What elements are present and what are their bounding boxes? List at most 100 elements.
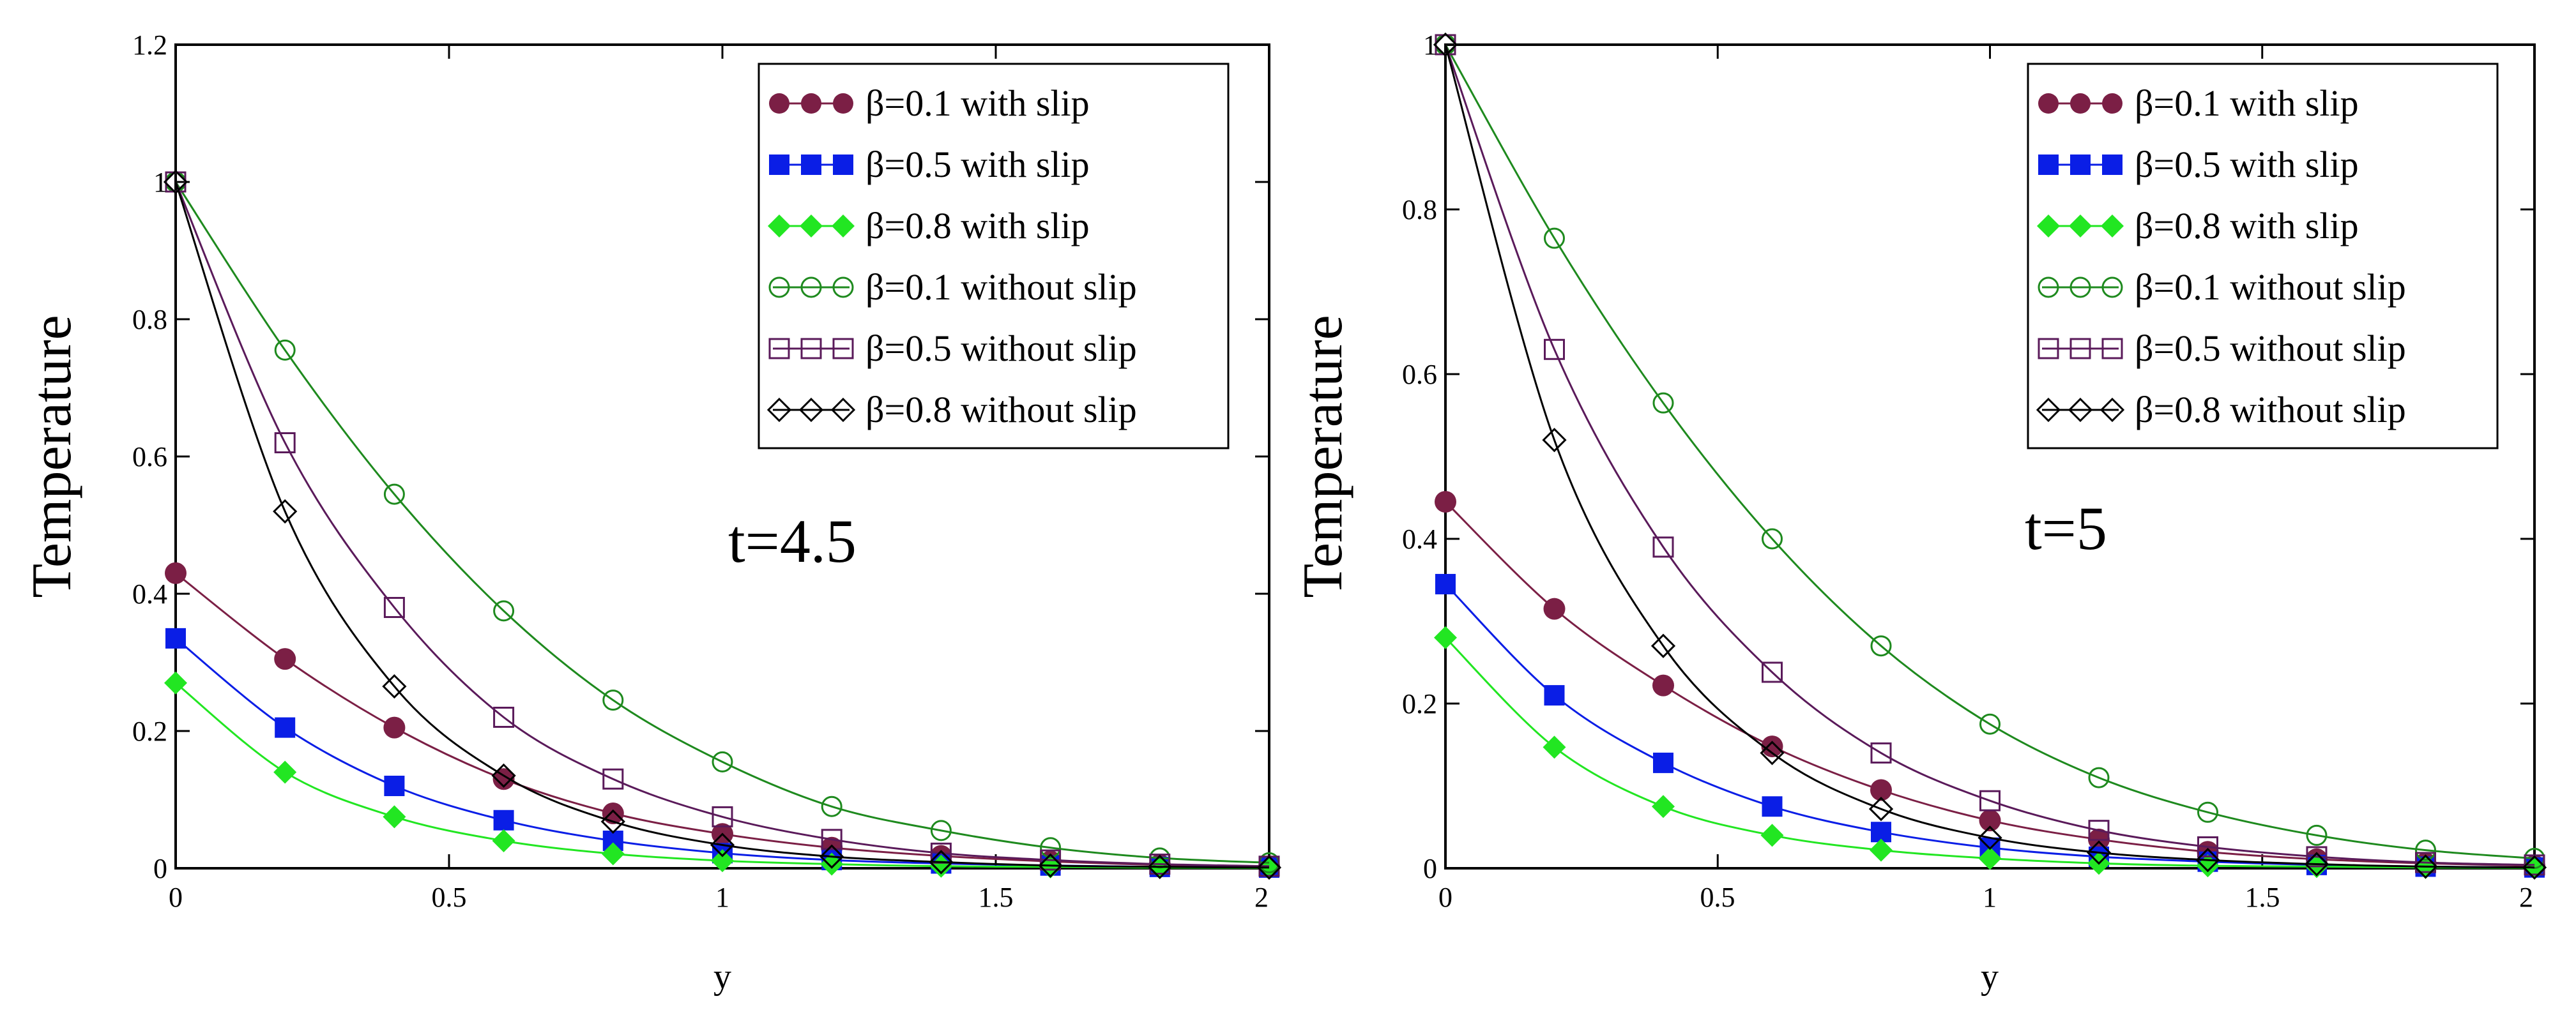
x-tick-label: 0.5 xyxy=(432,882,467,913)
series-group-left xyxy=(163,169,1282,880)
legend-label: β=0.8 with slip xyxy=(2135,205,2359,246)
legend-entry: β=0.5 without slip xyxy=(768,328,1137,369)
data-point xyxy=(929,854,953,878)
legend-entry: β=0.8 with slip xyxy=(2037,205,2359,246)
legend-marker xyxy=(2037,215,2060,237)
legend-label: β=0.8 without slip xyxy=(2135,389,2406,430)
data-point xyxy=(2086,840,2112,865)
y-tick-label: 0.2 xyxy=(1402,688,1437,720)
y-tick-label: 1.2 xyxy=(132,29,167,61)
data-point xyxy=(274,432,296,453)
legend-label: β=0.1 with slip xyxy=(2135,82,2359,124)
data-point xyxy=(164,671,187,695)
legend-entry: β=0.1 without slip xyxy=(768,266,1137,308)
data-point xyxy=(1652,674,1674,697)
data-point xyxy=(1650,633,1676,658)
data-point xyxy=(2415,852,2436,873)
y-axis-title: Temperature xyxy=(21,315,83,598)
data-point xyxy=(602,690,624,711)
legend-marker xyxy=(769,93,789,114)
data-point xyxy=(1040,849,1062,871)
data-point xyxy=(2195,847,2220,873)
legend-entry: β=0.5 with slip xyxy=(2038,144,2359,185)
data-point xyxy=(819,844,844,869)
data-point xyxy=(383,483,405,505)
data-point xyxy=(1435,490,1456,513)
x-tick-label: 1.5 xyxy=(979,882,1014,913)
data-point xyxy=(1762,528,1783,550)
x-tick-label: 1.5 xyxy=(2245,882,2280,913)
data-point xyxy=(1544,685,1565,706)
series-line xyxy=(174,181,1270,868)
legend-entry: β=0.1 with slip xyxy=(769,82,1090,124)
legend-marker xyxy=(832,215,855,237)
legend-marker xyxy=(2102,155,2123,175)
y-tick-label: 0 xyxy=(153,853,167,884)
legend-label: β=0.8 without slip xyxy=(865,389,1137,430)
data-point xyxy=(821,829,842,850)
data-point xyxy=(1653,752,1673,773)
y-tick-label: 0.2 xyxy=(132,716,167,747)
legend-label: β=0.1 without slip xyxy=(2135,266,2406,308)
legend-marker xyxy=(2038,276,2059,298)
data-point xyxy=(492,829,515,852)
data-point xyxy=(1870,635,1892,657)
y-tick-label: 0 xyxy=(1423,853,1437,884)
data-point xyxy=(2088,767,2110,788)
x-tick-label: 0 xyxy=(169,882,183,913)
data-point xyxy=(1762,661,1783,683)
time-annotation: t=5 xyxy=(2025,494,2107,562)
series-line xyxy=(1444,44,2535,859)
series-group-right xyxy=(1433,32,2547,880)
x-tick-label: 0 xyxy=(1438,882,1452,913)
data-point xyxy=(2088,820,2110,841)
y-tick-label: 0.4 xyxy=(1402,524,1437,555)
data-point xyxy=(1760,824,1784,847)
x-tick-label: 2 xyxy=(2519,882,2533,913)
legend-marker xyxy=(769,155,789,175)
x-axis-title: y xyxy=(713,957,731,997)
legend-marker xyxy=(766,397,792,423)
legend-entry: β=0.8 without slip xyxy=(2036,389,2406,430)
y-tick-label: 1 xyxy=(1423,29,1437,61)
y-tick-label: 0.6 xyxy=(1402,359,1437,390)
data-point xyxy=(1652,536,1674,558)
legend-label: β=0.1 with slip xyxy=(865,82,1090,124)
legend-marker xyxy=(800,338,822,359)
data-point xyxy=(2306,846,2328,868)
data-point xyxy=(1543,735,1566,759)
chart-right: 0 0.2 0.4 0.6 0.8 1 0 0.5 1 1.5 2 Temper… xyxy=(1292,29,2547,997)
legend-marker xyxy=(2038,155,2059,175)
legend-entry: β=0.8 without slip xyxy=(766,389,1137,430)
data-point xyxy=(1762,796,1783,817)
data-point xyxy=(2304,852,2329,877)
legend-marker xyxy=(2101,215,2124,237)
legend-marker xyxy=(830,397,856,423)
data-point xyxy=(1149,854,1171,875)
legend-marker xyxy=(2100,397,2125,423)
data-point xyxy=(165,562,187,584)
data-point xyxy=(2522,855,2547,880)
data-point xyxy=(1544,227,1565,249)
y-tick-label: 0.8 xyxy=(1402,194,1437,225)
legend-marker xyxy=(768,276,790,298)
y-tick-label: 0.4 xyxy=(132,578,167,610)
legend-marker xyxy=(2102,93,2123,114)
legend-entry: β=0.1 with slip xyxy=(2038,82,2359,124)
data-point xyxy=(493,600,515,622)
data-point xyxy=(1543,598,1566,620)
data-point xyxy=(929,850,954,875)
data-point xyxy=(712,806,733,827)
legend-marker xyxy=(833,93,853,114)
x-tick-label: 0.5 xyxy=(1700,882,1735,913)
data-point xyxy=(602,768,624,790)
data-point xyxy=(383,597,405,618)
legend-entry: β=0.5 with slip xyxy=(769,144,1090,185)
data-point xyxy=(710,833,735,857)
series xyxy=(1433,32,2547,880)
data-point xyxy=(1870,742,1892,764)
data-point xyxy=(1652,795,1675,818)
data-point xyxy=(1542,428,1567,453)
data-point xyxy=(1870,779,1892,801)
